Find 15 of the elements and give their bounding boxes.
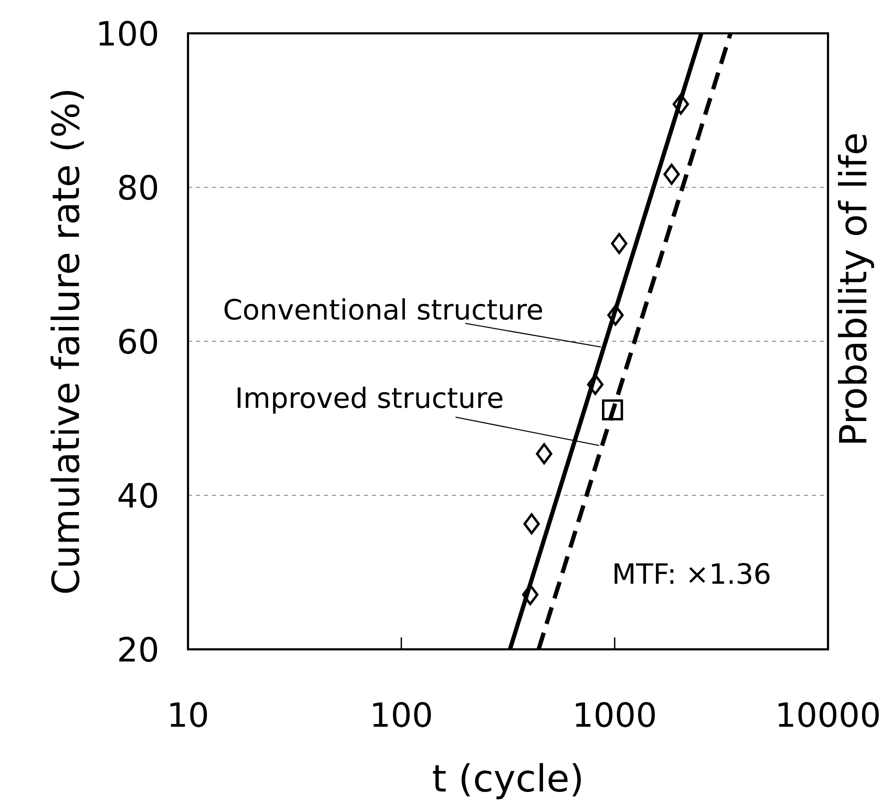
x-tick-label: 100 bbox=[373, 702, 431, 728]
x-tick-label: 10 bbox=[170, 702, 207, 728]
y-tick-label: 40 bbox=[118, 482, 158, 508]
x-tick-label: 10000 bbox=[778, 702, 879, 728]
y-tick-label: 60 bbox=[119, 328, 158, 354]
text: Improved structure bbox=[238, 386, 502, 414]
text: Conventional structure bbox=[224, 298, 542, 320]
y2-axis-title: Probability of life bbox=[838, 134, 874, 443]
y-tick-label: 20 bbox=[119, 636, 158, 662]
y-axis-title: Cumulative failure rate (%) bbox=[50, 91, 84, 593]
x-tick-label: 1000 bbox=[576, 702, 655, 728]
y-tick-label: 100 bbox=[99, 20, 158, 46]
x-axis-title: t (cycle) bbox=[432, 763, 581, 800]
y-tick-label: 80 bbox=[119, 174, 158, 200]
annotation: MTF: ×1.36 bbox=[614, 562, 770, 584]
